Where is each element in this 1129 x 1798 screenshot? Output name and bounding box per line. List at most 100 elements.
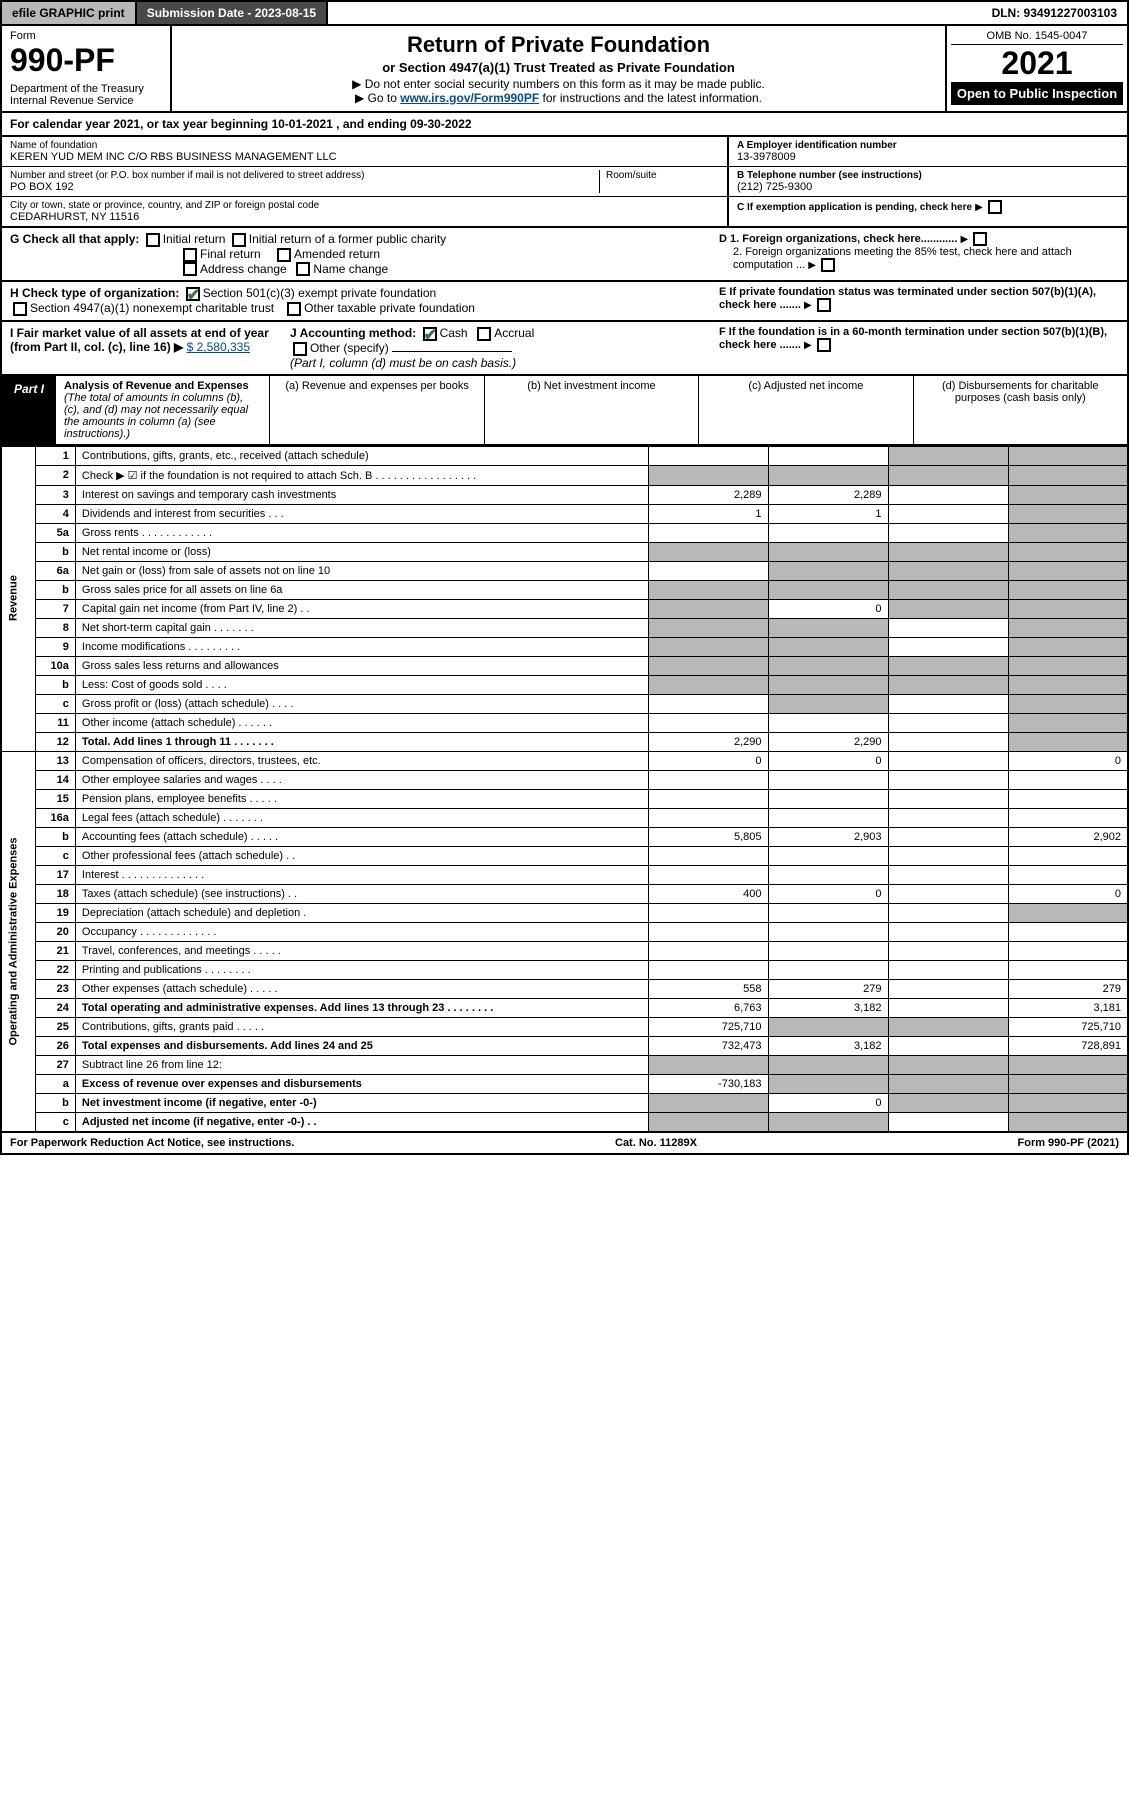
irs-link[interactable]: www.irs.gov/Form990PF <box>400 91 539 105</box>
g-address-checkbox[interactable] <box>183 262 197 276</box>
line-desc: Total expenses and disbursements. Add li… <box>75 1036 648 1055</box>
cell-value <box>1008 922 1128 941</box>
e-checkbox[interactable] <box>817 298 831 312</box>
cell-value <box>888 523 1008 542</box>
cell-value <box>1008 523 1128 542</box>
line-desc: Gross rents . . . . . . . . . . . . <box>75 523 648 542</box>
omb: OMB No. 1545-0047 <box>951 30 1123 45</box>
g-label: G Check all that apply: <box>10 232 139 246</box>
cell-value <box>648 1055 768 1074</box>
cell-value <box>1008 960 1128 979</box>
cell-value <box>648 561 768 580</box>
part1-tab: Part I Analysis of Revenue and Expenses … <box>0 376 1129 446</box>
note-ssn: ▶ Do not enter social security numbers o… <box>178 77 939 91</box>
line-desc: Income modifications . . . . . . . . . <box>75 637 648 656</box>
cell-value <box>648 713 768 732</box>
h2-checkbox[interactable] <box>13 302 27 316</box>
g-final-checkbox[interactable] <box>183 248 197 262</box>
g-amended-checkbox[interactable] <box>277 248 291 262</box>
cell-value: 3,182 <box>768 998 888 1017</box>
h3-checkbox[interactable] <box>287 302 301 316</box>
j-accrual-checkbox[interactable] <box>477 327 491 341</box>
open-public: Open to Public Inspection <box>951 82 1123 105</box>
efile-button[interactable]: efile GRAPHIC print <box>2 2 137 24</box>
d2-checkbox[interactable] <box>821 258 835 272</box>
cell-value: 1 <box>768 504 888 523</box>
g-name-checkbox[interactable] <box>296 262 310 276</box>
c-checkbox[interactable] <box>988 200 1002 214</box>
line-desc: Gross sales price for all assets on line… <box>75 580 648 599</box>
revenue-section-label: Revenue <box>1 446 35 751</box>
cell-value: 3,182 <box>768 1036 888 1055</box>
cell-value <box>888 903 1008 922</box>
line-number: 20 <box>35 922 75 941</box>
g-initial-checkbox[interactable] <box>146 233 160 247</box>
cell-value <box>1008 713 1128 732</box>
cell-value <box>888 1017 1008 1036</box>
cell-value <box>768 846 888 865</box>
cell-value: 725,710 <box>1008 1017 1128 1036</box>
j-cash-checkbox[interactable] <box>423 327 437 341</box>
address: PO BOX 192 <box>10 181 599 193</box>
j-other-checkbox[interactable] <box>293 342 307 356</box>
cell-value <box>888 827 1008 846</box>
cell-value <box>1008 808 1128 827</box>
line-desc: Legal fees (attach schedule) . . . . . .… <box>75 808 648 827</box>
h1-checkbox[interactable] <box>186 287 200 301</box>
cell-value <box>888 637 1008 656</box>
cell-value <box>1008 675 1128 694</box>
cell-value <box>888 580 1008 599</box>
cell-value: 5,805 <box>648 827 768 846</box>
cell-value: 279 <box>768 979 888 998</box>
line-desc: Depreciation (attach schedule) and deple… <box>75 903 648 922</box>
submission-date: Submission Date - 2023-08-15 <box>137 2 328 24</box>
addr-label: Number and street (or P.O. box number if… <box>10 170 599 181</box>
line-desc: Gross profit or (loss) (attach schedule)… <box>75 694 648 713</box>
cell-value <box>888 751 1008 770</box>
form-ref: Form 990-PF (2021) <box>1018 1137 1119 1149</box>
table-row: 6aNet gain or (loss) from sale of assets… <box>1 561 1128 580</box>
section-h-row: H Check type of organization: Section 50… <box>0 282 1129 322</box>
table-row: 9Income modifications . . . . . . . . . <box>1 637 1128 656</box>
line-desc: Net rental income or (loss) <box>75 542 648 561</box>
line-number: 21 <box>35 941 75 960</box>
cell-value <box>768 523 888 542</box>
section-ij-row: I Fair market value of all assets at end… <box>0 322 1129 376</box>
line-number: c <box>35 694 75 713</box>
table-row: 4Dividends and interest from securities … <box>1 504 1128 523</box>
dept-label: Department of the Treasury Internal Reve… <box>10 83 162 107</box>
cell-value <box>768 1074 888 1093</box>
line-desc: Adjusted net income (if negative, enter … <box>75 1112 648 1132</box>
line-number: 17 <box>35 865 75 884</box>
cell-value: 0 <box>768 884 888 903</box>
d1-checkbox[interactable] <box>973 232 987 246</box>
line-number: 4 <box>35 504 75 523</box>
line-desc: Total. Add lines 1 through 11 . . . . . … <box>75 732 648 751</box>
f-checkbox[interactable] <box>817 338 831 352</box>
cell-value: 2,902 <box>1008 827 1128 846</box>
cell-value <box>1008 941 1128 960</box>
g-initial-former-checkbox[interactable] <box>232 233 246 247</box>
cell-value <box>768 561 888 580</box>
line-number: 8 <box>35 618 75 637</box>
expenses-section-label: Operating and Administrative Expenses <box>1 751 35 1132</box>
cell-value <box>648 618 768 637</box>
ein: 13-3978009 <box>737 151 1119 163</box>
cell-value <box>768 580 888 599</box>
line-desc: Taxes (attach schedule) (see instruction… <box>75 884 648 903</box>
cell-value: 0 <box>768 751 888 770</box>
line-number: 7 <box>35 599 75 618</box>
form-number: 990-PF <box>10 42 162 79</box>
table-row: 20Occupancy . . . . . . . . . . . . . <box>1 922 1128 941</box>
cell-value: 2,290 <box>768 732 888 751</box>
line-number: 1 <box>35 446 75 465</box>
cell-value <box>648 580 768 599</box>
line-number: 24 <box>35 998 75 1017</box>
cell-value <box>1008 1093 1128 1112</box>
table-row: cGross profit or (loss) (attach schedule… <box>1 694 1128 713</box>
line-number: 13 <box>35 751 75 770</box>
line-desc: Interest on savings and temporary cash i… <box>75 485 648 504</box>
table-row: 12Total. Add lines 1 through 11 . . . . … <box>1 732 1128 751</box>
cell-value <box>888 1112 1008 1132</box>
line-desc: Contributions, gifts, grants paid . . . … <box>75 1017 648 1036</box>
